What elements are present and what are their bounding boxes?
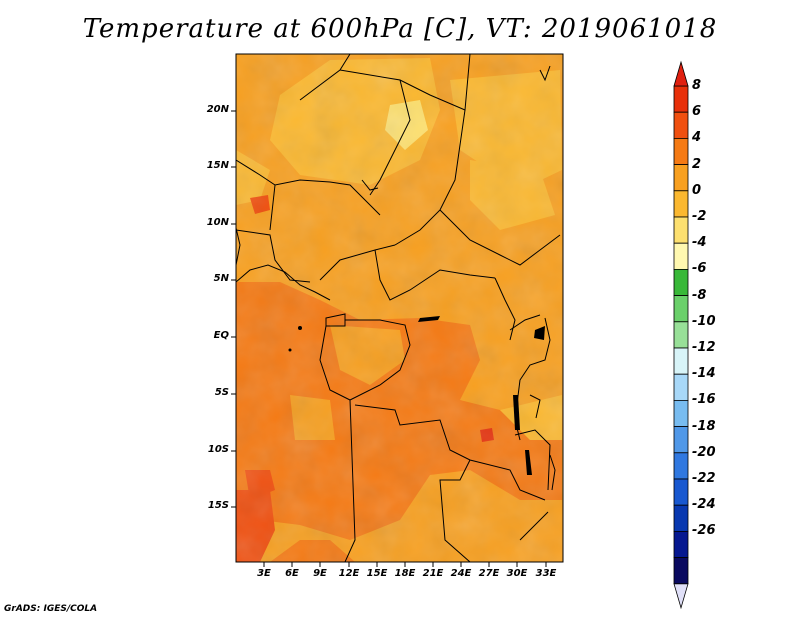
colorbar-swatch	[673, 504, 689, 532]
colorbar-swatch	[673, 399, 689, 427]
lat-label: 10N	[206, 217, 229, 228]
colorbar-label: 2	[692, 156, 702, 172]
colorbar-swatch	[673, 347, 689, 375]
lon-label: 9E	[313, 568, 327, 579]
lon-label: 18E	[394, 568, 416, 579]
lon-ticks	[263, 562, 547, 567]
colorbar-swatch	[673, 216, 689, 244]
colorbar-label: -22	[692, 471, 716, 486]
colorbar-label: -18	[692, 418, 716, 434]
colorbar-label: -10	[692, 313, 716, 329]
colorbar-swatch	[673, 164, 689, 192]
colorbar-label: 8	[692, 78, 702, 93]
colorbar-swatch	[673, 426, 689, 454]
colorbar-label: 6	[692, 104, 702, 120]
lon-label: 15E	[366, 568, 388, 579]
colorbar-label: 4	[692, 130, 702, 146]
lat-label: 15N	[206, 160, 229, 171]
temperature-field	[236, 54, 563, 562]
colorbar-label: -24	[692, 497, 716, 513]
colorbar	[673, 60, 689, 610]
colorbar-swatch	[673, 531, 689, 559]
lat-label: 20N	[206, 104, 229, 115]
colorbar-label: -4	[692, 235, 707, 251]
lat-label: 5S	[214, 387, 229, 398]
page-title: Temperature at 600hPa [C], VT: 201906101…	[82, 14, 718, 44]
colorbar-bottom-arrow	[673, 583, 689, 610]
map-frame	[235, 53, 564, 563]
colorbar-swatch	[673, 242, 689, 270]
colorbar-label: -2	[692, 209, 707, 224]
colorbar-label: -26	[692, 523, 716, 539]
colorbar-swatch	[673, 111, 689, 139]
colorbar-swatch	[673, 321, 689, 349]
colorbar-swatch	[673, 557, 689, 585]
country-borders	[236, 54, 561, 562]
colorbar-label: -12	[692, 340, 716, 355]
lat-label: EQ	[213, 330, 229, 341]
colorbar-top-arrow	[673, 60, 689, 87]
lon-label: 27E	[478, 568, 500, 579]
colorbar-swatch	[673, 137, 689, 165]
colorbar-swatch	[673, 478, 689, 506]
lat-ticks	[231, 110, 236, 508]
colorbar-label: -6	[692, 261, 707, 277]
colorbar-swatch	[673, 190, 689, 218]
lat-label: 15S	[207, 500, 229, 511]
lat-label: 5N	[213, 273, 229, 284]
colorbar-label: -16	[692, 392, 716, 408]
colorbar-swatch	[673, 85, 689, 113]
colorbar-swatch	[673, 268, 689, 296]
colorbar-label: -14	[692, 366, 716, 382]
lon-label: 33E	[535, 568, 557, 579]
lon-label: 12E	[338, 568, 360, 579]
lat-label: 10S	[207, 444, 229, 455]
colorbar-swatch	[673, 295, 689, 323]
lon-label: 3E	[257, 568, 271, 579]
colorbar-label: -20	[692, 444, 716, 460]
lon-label: 6E	[285, 568, 299, 579]
colorbar-label: 0	[692, 182, 702, 198]
lon-label: 24E	[450, 568, 472, 579]
colorbar-swatch	[673, 373, 689, 401]
lon-label: 30E	[506, 568, 528, 579]
colorbar-swatch	[673, 452, 689, 480]
colorbar-label: -8	[692, 287, 707, 303]
lon-label: 21E	[422, 568, 444, 579]
credit-text: GrADS: IGES/COLA	[4, 604, 98, 614]
lake-marks	[288, 316, 545, 475]
